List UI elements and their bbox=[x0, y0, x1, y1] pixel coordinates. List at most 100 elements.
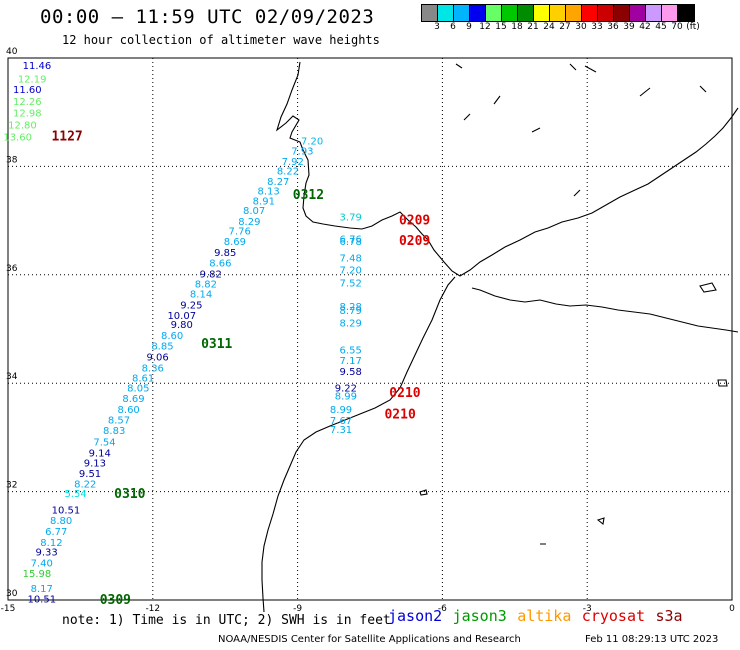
swh-value: 8.14 bbox=[190, 290, 212, 301]
lon-tick-label: -3 bbox=[583, 604, 592, 614]
colorbar-swatch bbox=[678, 5, 694, 21]
colorbar-label: 45 bbox=[655, 22, 667, 32]
lat-tick-label: 30 bbox=[6, 589, 18, 599]
swh-value: 8.29 bbox=[238, 217, 260, 228]
swh-value: 7.20 bbox=[301, 137, 323, 148]
lat-lon-grid bbox=[7, 57, 733, 601]
colorbar-label: 42 bbox=[639, 22, 651, 32]
pass-time-label: 0210 bbox=[389, 386, 420, 401]
iberia-coast bbox=[275, 61, 739, 277]
pass-time-label: 0312 bbox=[293, 188, 324, 203]
lat-tick-label: 38 bbox=[6, 155, 18, 165]
colorbar-swatch bbox=[502, 5, 518, 21]
swh-value: 6.78 bbox=[340, 237, 362, 248]
colorbar-label: 24 bbox=[543, 22, 555, 32]
madeira-island bbox=[419, 489, 428, 496]
colorbar-label: 9 bbox=[466, 22, 472, 32]
units-note: note: 1) Time is in UTC; 2) SWH is in fe… bbox=[62, 613, 391, 628]
swh-value: 8.85 bbox=[151, 342, 173, 353]
lon-tick-label: -6 bbox=[438, 604, 447, 614]
legend-s3a: s3a bbox=[655, 607, 683, 625]
colorbar-swatch bbox=[534, 5, 550, 21]
swh-value: 8.79 bbox=[340, 306, 362, 317]
swh-value: 9.82 bbox=[200, 270, 222, 281]
lat-tick-label: 36 bbox=[6, 264, 18, 274]
legend-altika: altika bbox=[517, 607, 572, 625]
colorbar-label: 27 bbox=[559, 22, 571, 32]
swh-value: 8.57 bbox=[108, 415, 130, 426]
pass-time-label: 0209 bbox=[399, 213, 430, 228]
swh-value: 9.13 bbox=[84, 459, 106, 470]
colorbar-label: (ft) bbox=[686, 22, 700, 32]
colorbar-label: 6 bbox=[450, 22, 456, 32]
colorbar-swatch bbox=[422, 5, 438, 21]
swh-value: 12.80 bbox=[8, 120, 37, 131]
swh-value: 7.48 bbox=[340, 253, 362, 264]
swh-value: 10.07 bbox=[167, 311, 196, 322]
lon-tick-label: -9 bbox=[293, 604, 302, 614]
swh-value: 9.33 bbox=[35, 548, 57, 559]
colorbar-label: 36 bbox=[607, 22, 619, 32]
swh-value: 8.99 bbox=[335, 391, 357, 402]
pass-time-label: 0210 bbox=[384, 407, 415, 422]
swh-value: 7.40 bbox=[31, 558, 53, 569]
swh-value: 8.12 bbox=[40, 538, 62, 549]
legend-jason3: jason3 bbox=[452, 607, 507, 625]
africa-north-coast bbox=[471, 287, 739, 333]
pass-time-label: 0311 bbox=[201, 337, 232, 352]
swh-value: 8.99 bbox=[330, 405, 352, 416]
swh-value: 9.58 bbox=[340, 367, 362, 378]
swh-value: 8.80 bbox=[50, 516, 72, 527]
swh-value: 8.60 bbox=[118, 405, 140, 416]
lat-tick-label: 32 bbox=[6, 481, 17, 491]
swh-value: 3.79 bbox=[340, 213, 362, 224]
swh-value: 7.92 bbox=[282, 157, 304, 168]
colorbar-swatch bbox=[518, 5, 534, 21]
swh-value: 6.55 bbox=[340, 345, 362, 356]
colorbar-swatch bbox=[646, 5, 662, 21]
africa-coast bbox=[261, 276, 456, 613]
swh-value: 7.52 bbox=[340, 279, 362, 290]
swh-value: 8.07 bbox=[243, 206, 265, 217]
colorbar-label: 70 bbox=[671, 22, 683, 32]
swh-value: 7.93 bbox=[291, 146, 313, 157]
swh-value: 9.80 bbox=[171, 320, 193, 331]
swh-value: 8.29 bbox=[340, 318, 362, 329]
legend-jason2: jason2 bbox=[388, 607, 443, 625]
wave-height-colorbar bbox=[421, 4, 695, 22]
lat-tick-label: 34 bbox=[6, 372, 18, 382]
colorbar-label: 21 bbox=[527, 22, 539, 32]
balearic-islands bbox=[699, 282, 728, 387]
swh-value: 9.06 bbox=[146, 352, 168, 363]
swh-value: 9.25 bbox=[180, 300, 202, 311]
swh-value: 9.22 bbox=[335, 383, 357, 394]
colorbar-swatch bbox=[454, 5, 470, 21]
swh-value: 8.69 bbox=[224, 237, 246, 248]
swh-value: 8.05 bbox=[127, 383, 149, 394]
swh-value: 8.61 bbox=[132, 374, 154, 385]
colorbar-swatch bbox=[470, 5, 486, 21]
swh-value: 8.13 bbox=[258, 187, 280, 198]
swh-value: 12.98 bbox=[13, 109, 42, 120]
legend-cryosat: cryosat bbox=[581, 607, 646, 625]
colorbar-swatch bbox=[614, 5, 630, 21]
lon-tick-label: -12 bbox=[145, 604, 160, 614]
coastline bbox=[261, 61, 739, 613]
generated-timestamp: Feb 11 08:29:13 UTC 2023 bbox=[585, 634, 719, 645]
swh-value: 8.17 bbox=[31, 584, 53, 595]
map-frame bbox=[7, 57, 733, 601]
colorbar-swatch bbox=[486, 5, 502, 21]
swh-value: 8.66 bbox=[209, 259, 231, 270]
pass-time-label: 0209 bbox=[399, 234, 430, 249]
credit-line: NOAA/NESDIS Center for Satellite Applica… bbox=[218, 634, 521, 645]
colorbar-swatch bbox=[438, 5, 454, 21]
colorbar-label: 30 bbox=[575, 22, 587, 32]
swh-value: 9.51 bbox=[79, 469, 101, 480]
swh-value: 8.27 bbox=[267, 177, 289, 188]
pass-time-label: 0309 bbox=[100, 593, 131, 608]
colorbar-label: 39 bbox=[623, 22, 635, 32]
swh-value: 8.91 bbox=[253, 196, 275, 207]
map-title: 00:00 – 11:59 UTC 02/09/2023 bbox=[40, 6, 375, 28]
colorbar-label: 33 bbox=[591, 22, 603, 32]
